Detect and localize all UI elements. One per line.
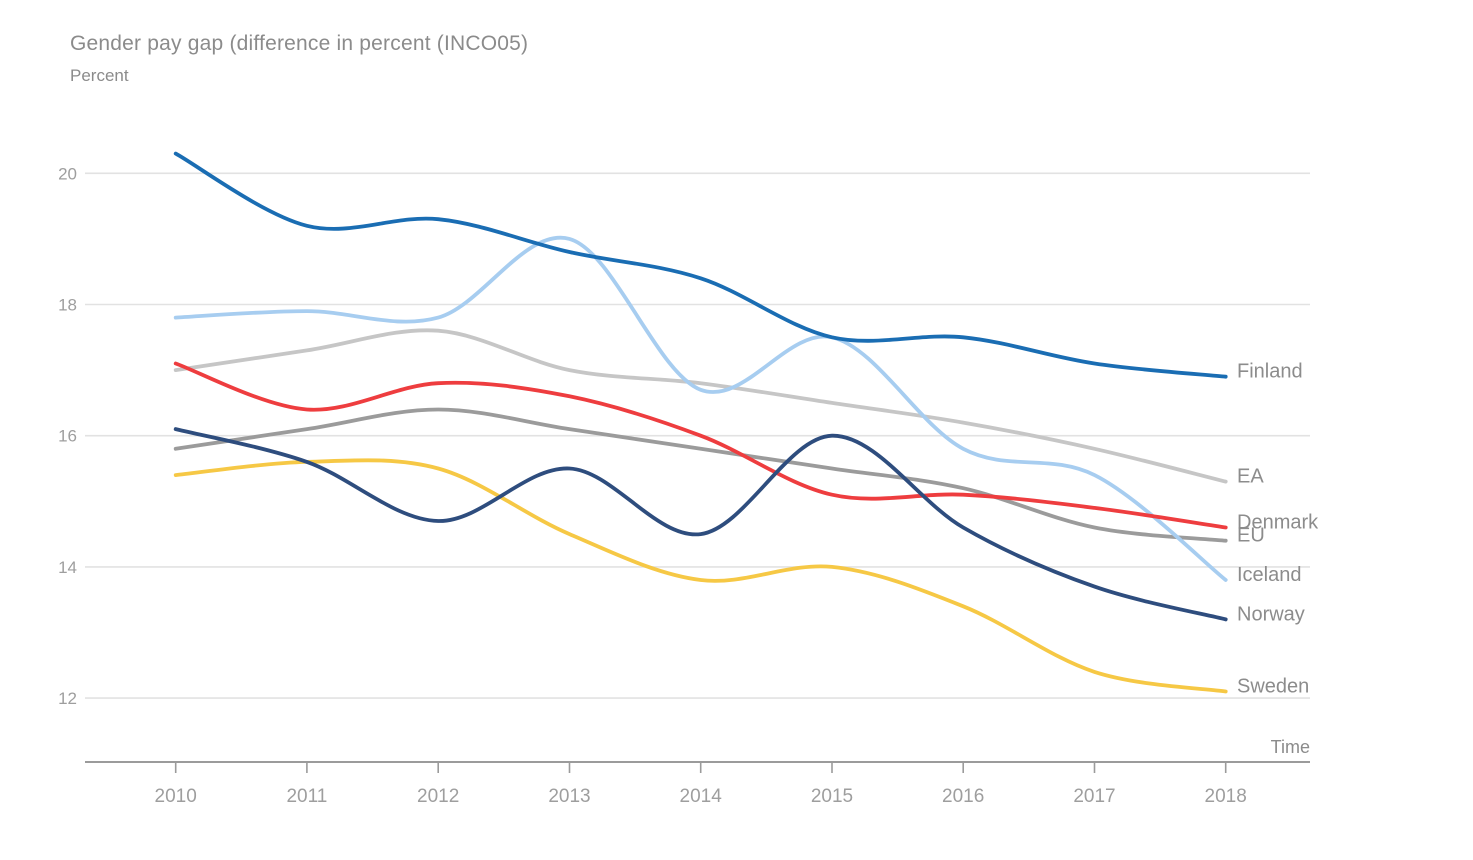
x-tick-label-2012: 2012	[417, 786, 459, 807]
chart-title: Gender pay gap (difference in percent (I…	[70, 32, 529, 55]
series-label-norway: Norway	[1237, 603, 1305, 625]
x-tick-label-2010: 2010	[155, 786, 197, 807]
series-label-iceland: Iceland	[1237, 564, 1302, 586]
x-tick-label-2011: 2011	[286, 786, 327, 807]
y-tick-label-16: 16	[58, 427, 77, 446]
series-label-eu: EU	[1237, 525, 1265, 547]
series-label-finland: Finland	[1237, 361, 1303, 383]
series-line-sweden	[173, 458, 1228, 694]
x-tick-label-2017: 2017	[1073, 786, 1115, 807]
series-line-norway	[173, 427, 1228, 622]
x-axis-title: Time	[1271, 737, 1310, 757]
series-line-eu	[173, 407, 1228, 543]
x-tick-label-2015: 2015	[811, 786, 853, 807]
x-tick-label-2016: 2016	[942, 786, 984, 807]
x-tick-label-2018: 2018	[1205, 786, 1247, 807]
y-tick-label-18: 18	[58, 296, 77, 315]
series-label-denmark: Denmark	[1237, 512, 1319, 534]
series-line-ea	[173, 328, 1228, 484]
y-tick-label-12: 12	[58, 689, 77, 708]
series-label-ea: EA	[1237, 466, 1264, 488]
y-tick-label-14: 14	[58, 558, 77, 577]
x-tick-label-2014: 2014	[680, 786, 723, 807]
y-tick-label-20: 20	[58, 164, 77, 183]
series-line-iceland	[173, 235, 1228, 582]
series-label-sweden: Sweden	[1237, 676, 1309, 698]
series-line-denmark	[173, 361, 1228, 530]
x-tick-label-2013: 2013	[548, 786, 590, 807]
chart-y-unit-label: Percent	[70, 66, 129, 85]
series-line-finland	[173, 151, 1228, 379]
